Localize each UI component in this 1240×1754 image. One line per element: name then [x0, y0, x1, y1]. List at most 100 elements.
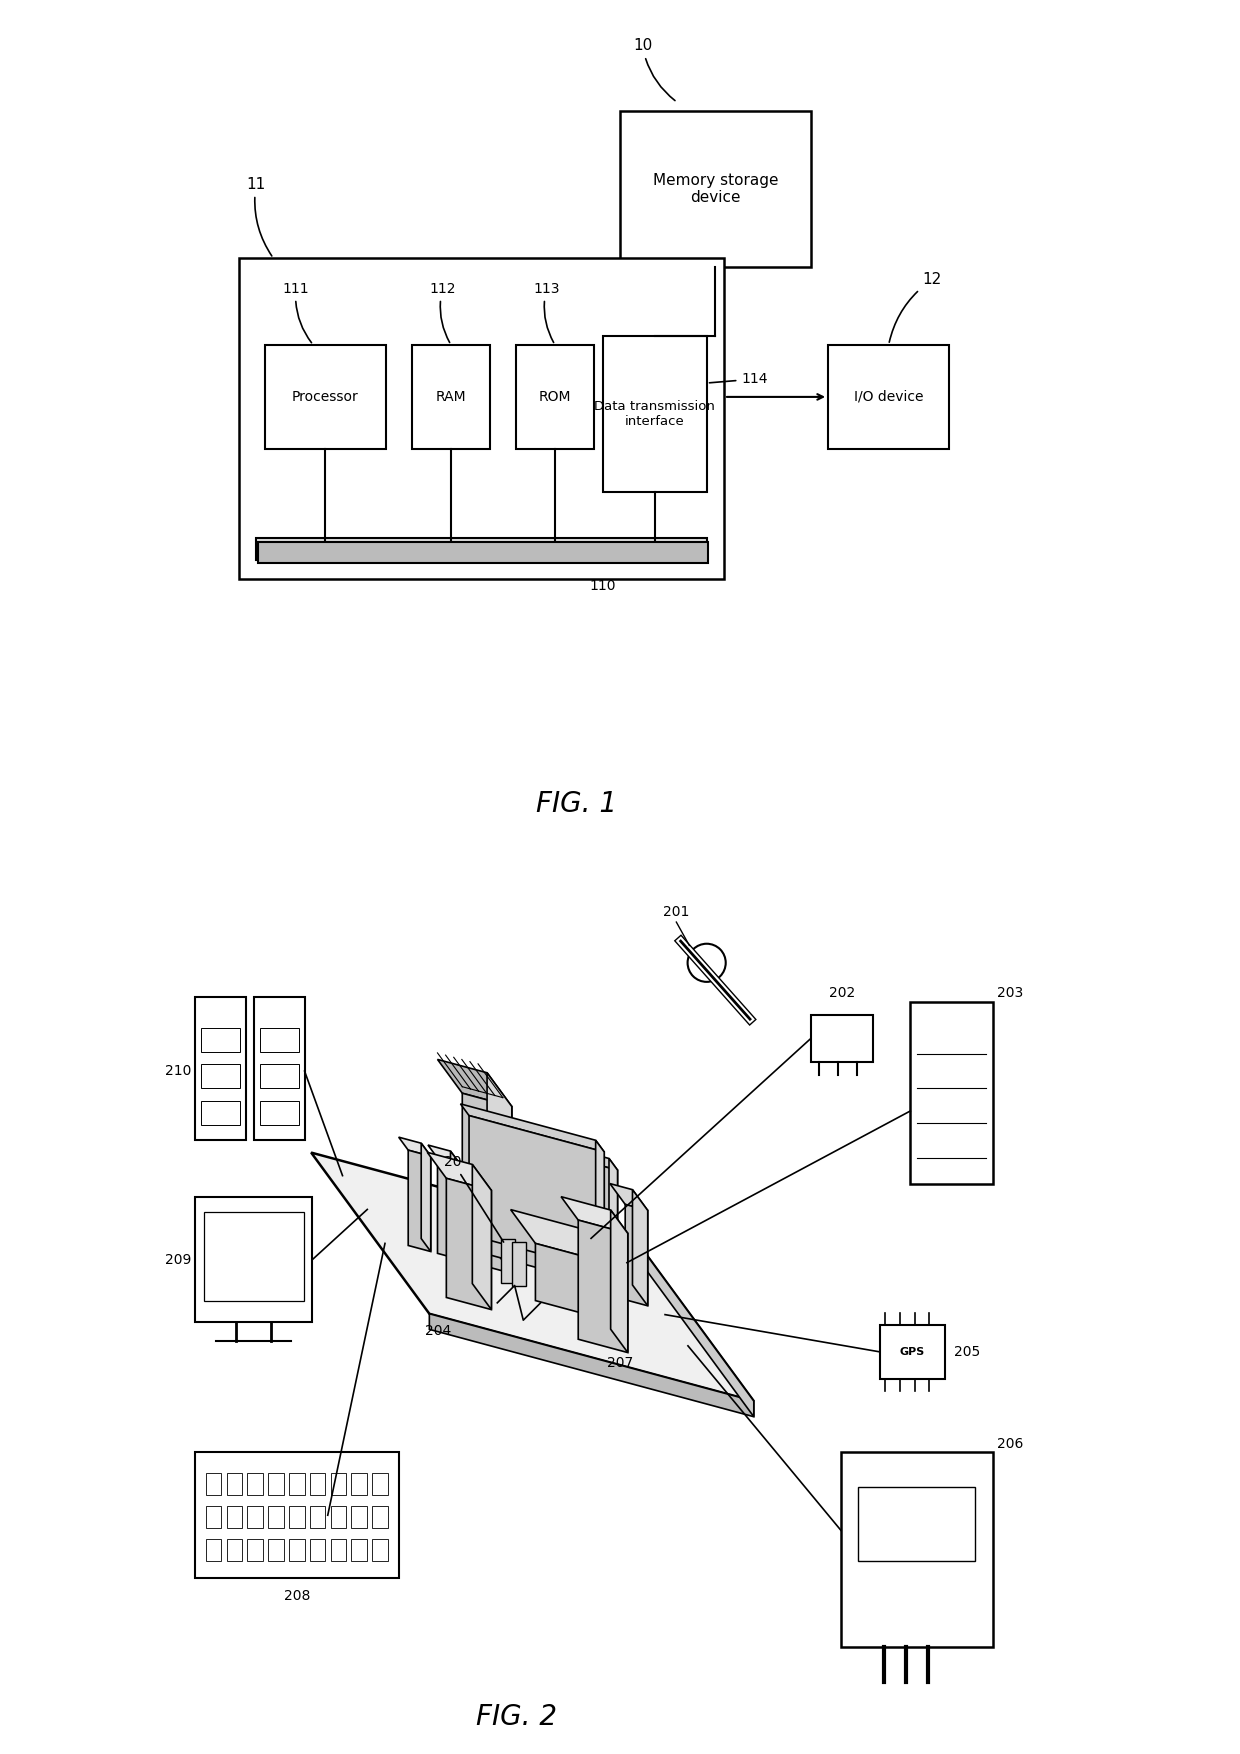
Bar: [206, 1538, 222, 1561]
Text: 10: 10: [632, 39, 675, 100]
Polygon shape: [609, 1158, 618, 1289]
Text: 204: 204: [425, 1324, 451, 1338]
Polygon shape: [625, 1205, 647, 1305]
Bar: [206, 1507, 222, 1528]
Polygon shape: [428, 1145, 460, 1165]
Text: 114: 114: [709, 372, 768, 386]
Bar: [247, 1473, 263, 1494]
Bar: [910, 1002, 993, 1184]
Bar: [841, 1452, 993, 1647]
Text: Data transmission
interface: Data transmission interface: [594, 400, 715, 428]
Bar: [351, 1538, 367, 1561]
Polygon shape: [474, 1123, 618, 1170]
Bar: [268, 1473, 284, 1494]
Bar: [310, 1538, 325, 1561]
Bar: [603, 337, 707, 493]
Bar: [247, 1538, 263, 1561]
Text: 209: 209: [165, 1252, 191, 1266]
Text: 202: 202: [828, 986, 854, 1000]
Bar: [205, 1212, 304, 1301]
Bar: [259, 1065, 299, 1089]
Polygon shape: [487, 1073, 512, 1273]
Polygon shape: [429, 1314, 754, 1417]
Polygon shape: [463, 1093, 512, 1273]
Bar: [201, 1100, 241, 1124]
Bar: [258, 542, 708, 563]
Bar: [620, 111, 811, 267]
Bar: [264, 346, 386, 449]
Polygon shape: [472, 1165, 491, 1310]
Polygon shape: [422, 1144, 430, 1252]
Polygon shape: [450, 1151, 460, 1259]
Polygon shape: [446, 1179, 491, 1310]
Bar: [227, 1507, 242, 1528]
Bar: [206, 1473, 222, 1494]
Polygon shape: [460, 1103, 604, 1152]
Bar: [255, 538, 707, 560]
Text: RAM: RAM: [435, 389, 466, 403]
Text: I/O device: I/O device: [854, 389, 924, 403]
Bar: [331, 1538, 346, 1561]
Bar: [858, 1487, 976, 1561]
Polygon shape: [632, 1189, 647, 1305]
Polygon shape: [610, 1210, 627, 1352]
Text: 113: 113: [533, 282, 559, 342]
Text: GPS: GPS: [900, 1347, 925, 1358]
Bar: [412, 346, 490, 449]
Polygon shape: [583, 1230, 608, 1321]
Text: 207: 207: [608, 1356, 634, 1370]
Bar: [259, 1100, 299, 1124]
Polygon shape: [482, 1133, 618, 1289]
Text: 201: 201: [663, 905, 689, 919]
Polygon shape: [636, 1240, 754, 1417]
Text: FIG. 1: FIG. 1: [536, 791, 618, 817]
Bar: [201, 1028, 241, 1052]
Bar: [227, 1538, 242, 1561]
Polygon shape: [428, 1152, 491, 1191]
Text: 210: 210: [165, 1065, 191, 1079]
Polygon shape: [408, 1151, 430, 1252]
Text: 111: 111: [283, 282, 311, 342]
Polygon shape: [438, 1158, 460, 1259]
Text: 208: 208: [284, 1589, 310, 1603]
Bar: [372, 1538, 388, 1561]
Bar: [201, 1065, 241, 1089]
Bar: [196, 1196, 312, 1323]
Polygon shape: [311, 1152, 754, 1401]
Bar: [811, 1016, 873, 1063]
Text: 20: 20: [444, 1156, 503, 1242]
Bar: [331, 1507, 346, 1528]
Polygon shape: [438, 1059, 512, 1107]
Bar: [247, 1507, 263, 1528]
Polygon shape: [511, 1210, 608, 1263]
Bar: [501, 1240, 515, 1282]
Bar: [310, 1473, 325, 1494]
Text: ROM: ROM: [538, 389, 572, 403]
Bar: [880, 1324, 945, 1379]
Bar: [196, 1452, 399, 1579]
Bar: [268, 1507, 284, 1528]
Text: 11: 11: [247, 177, 272, 256]
Bar: [254, 998, 305, 1140]
Bar: [196, 998, 246, 1140]
Polygon shape: [610, 1184, 647, 1210]
Bar: [310, 1507, 325, 1528]
Text: Memory storage
device: Memory storage device: [652, 172, 777, 205]
Polygon shape: [560, 1196, 627, 1233]
Bar: [227, 1473, 242, 1494]
Bar: [289, 1538, 305, 1561]
Polygon shape: [469, 1116, 604, 1272]
Text: 112: 112: [429, 282, 455, 342]
Bar: [828, 346, 950, 449]
Polygon shape: [578, 1221, 627, 1352]
Polygon shape: [536, 1244, 608, 1321]
Bar: [351, 1507, 367, 1528]
Text: 205: 205: [954, 1345, 980, 1359]
Text: 206: 206: [997, 1437, 1023, 1451]
Polygon shape: [399, 1137, 430, 1156]
Text: Processor: Processor: [291, 389, 358, 403]
Bar: [372, 1473, 388, 1494]
Bar: [259, 1028, 299, 1052]
Bar: [512, 1242, 526, 1286]
Bar: [331, 1473, 346, 1494]
